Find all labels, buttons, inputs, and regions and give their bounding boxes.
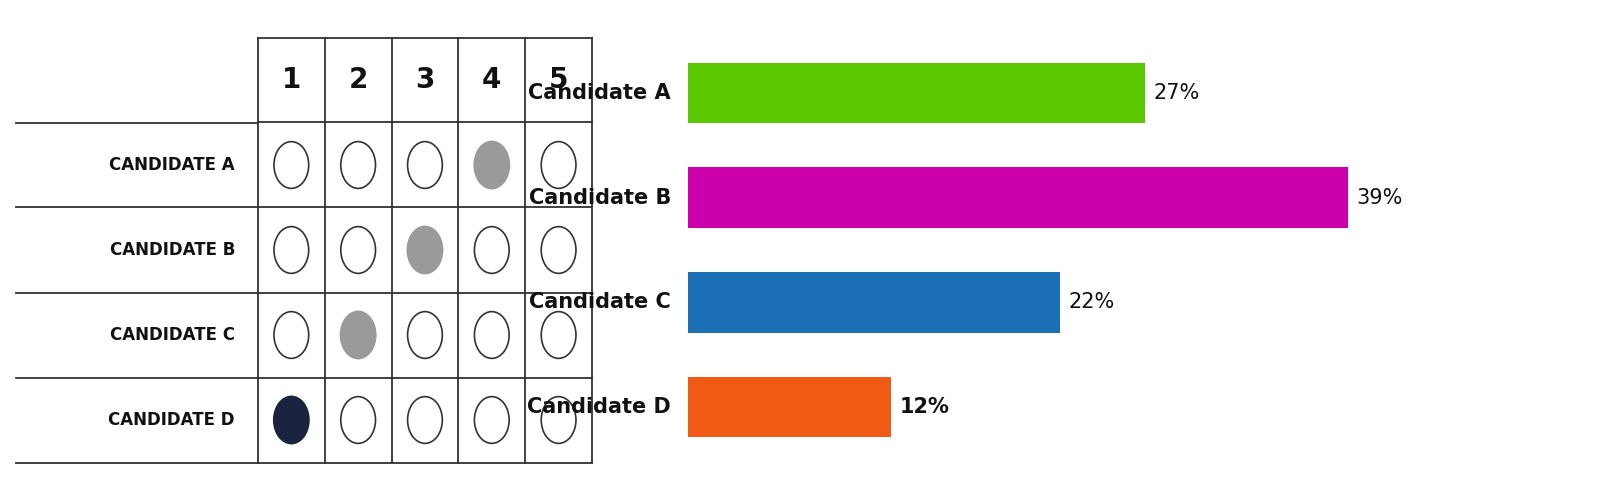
Ellipse shape xyxy=(341,312,376,358)
Bar xyxy=(688,272,1061,332)
Ellipse shape xyxy=(408,396,442,444)
Ellipse shape xyxy=(475,226,509,274)
Ellipse shape xyxy=(274,312,309,358)
Ellipse shape xyxy=(274,142,309,188)
Ellipse shape xyxy=(341,226,376,274)
Ellipse shape xyxy=(274,226,309,274)
Text: Candidate D: Candidate D xyxy=(528,397,670,417)
Ellipse shape xyxy=(341,142,376,188)
Text: 3: 3 xyxy=(416,66,435,94)
Bar xyxy=(688,168,1347,228)
Text: 1: 1 xyxy=(282,66,301,94)
Text: 4: 4 xyxy=(482,66,501,94)
Text: 22%: 22% xyxy=(1069,292,1115,312)
Ellipse shape xyxy=(475,312,509,358)
Text: 2: 2 xyxy=(349,66,368,94)
Text: 39%: 39% xyxy=(1357,188,1403,208)
Bar xyxy=(688,376,891,437)
Text: CANDIDATE A: CANDIDATE A xyxy=(109,156,235,174)
Ellipse shape xyxy=(274,396,309,444)
Text: 5: 5 xyxy=(549,66,568,94)
Bar xyxy=(688,63,1146,124)
Text: Candidate C: Candidate C xyxy=(530,292,670,312)
Ellipse shape xyxy=(408,226,442,274)
Ellipse shape xyxy=(408,312,442,358)
Text: Candidate B: Candidate B xyxy=(528,188,670,208)
Ellipse shape xyxy=(541,312,576,358)
Ellipse shape xyxy=(475,396,509,444)
Ellipse shape xyxy=(408,142,442,188)
Ellipse shape xyxy=(541,226,576,274)
Ellipse shape xyxy=(475,142,509,188)
Text: 27%: 27% xyxy=(1154,83,1200,103)
Ellipse shape xyxy=(541,142,576,188)
Text: CANDIDATE C: CANDIDATE C xyxy=(110,326,235,344)
Ellipse shape xyxy=(341,396,376,444)
Text: CANDIDATE D: CANDIDATE D xyxy=(109,411,235,429)
Text: 12%: 12% xyxy=(899,397,949,417)
Text: CANDIDATE B: CANDIDATE B xyxy=(109,241,235,259)
Ellipse shape xyxy=(541,396,576,444)
Text: Candidate A: Candidate A xyxy=(528,83,670,103)
